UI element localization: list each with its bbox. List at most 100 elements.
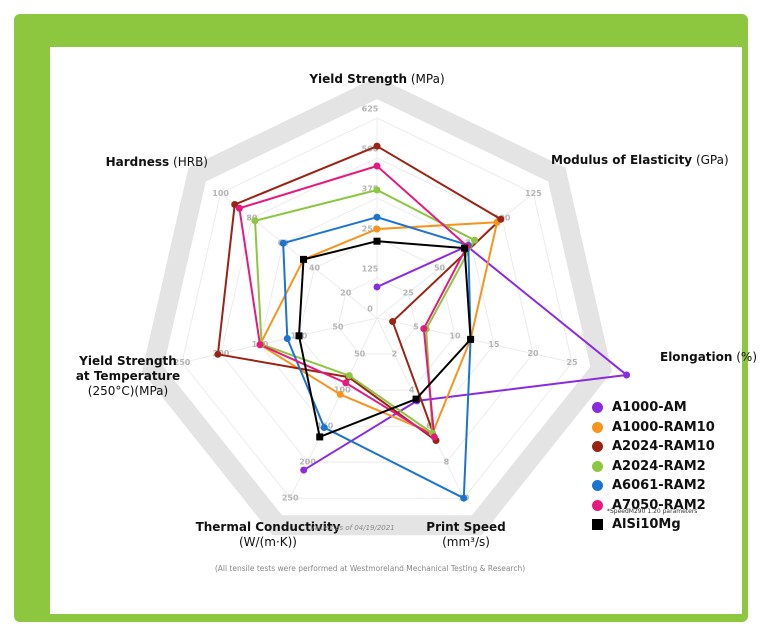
- note: Values as of 04/19/2021: [310, 524, 395, 532]
- axis-unit: (mm³/s): [442, 535, 490, 549]
- axis-name: Hardness: [105, 155, 170, 169]
- legend-swatch: [592, 460, 603, 472]
- axis-name: Print Speed: [426, 520, 506, 534]
- data-point: [623, 371, 631, 379]
- data-point: [430, 433, 438, 441]
- tick-label: 50: [332, 322, 344, 331]
- data-point: [373, 225, 381, 233]
- tick-label: 50: [434, 264, 446, 273]
- tick-label: 4: [409, 386, 415, 395]
- data-point: [345, 372, 353, 380]
- data-point: [461, 244, 469, 252]
- spoke: [376, 192, 534, 319]
- data-point: [373, 237, 381, 245]
- tick-label: 2: [392, 350, 398, 359]
- axis-unit: (GPa): [695, 153, 729, 167]
- tick-label: 80: [246, 214, 258, 223]
- tick-label: 50: [354, 350, 366, 359]
- tick-label: 625: [362, 105, 379, 114]
- data-point: [251, 217, 259, 225]
- legend-swatch: [592, 421, 603, 433]
- tick-label: 25: [566, 358, 578, 367]
- data-point: [300, 255, 308, 263]
- data-point: [316, 433, 324, 441]
- grid-ring: [337, 277, 417, 355]
- data-point: [300, 466, 308, 474]
- data-point: [231, 201, 239, 209]
- axis-name: Yield Strength: [309, 72, 408, 86]
- data-point: [373, 283, 381, 291]
- legend-swatch: [592, 480, 603, 492]
- data-point: [342, 379, 350, 387]
- tick-label: 6: [426, 422, 432, 431]
- legend-item: A1000-RAM10: [592, 418, 715, 438]
- axis-label: Elongation (%): [660, 350, 757, 365]
- legend-item: AlSi10Mg: [592, 515, 715, 535]
- spoke: [220, 192, 378, 319]
- data-point: [279, 239, 287, 247]
- tick-label: 25: [403, 289, 415, 298]
- axis-unit: (W/(m·K)): [238, 535, 297, 549]
- series-line: [298, 240, 472, 438]
- tick-label: 250: [282, 494, 299, 503]
- legend-label: A2024-RAM10: [612, 439, 715, 455]
- legend-label: AlSi10Mg: [612, 517, 681, 533]
- series-line: [282, 216, 472, 500]
- data-point: [214, 350, 222, 358]
- axis-label: Thermal Conductivity (W/(m·K)): [196, 520, 341, 550]
- data-point: [373, 213, 381, 221]
- tick-label: 0: [367, 305, 373, 314]
- tick-label: 100: [212, 189, 229, 198]
- axis-label: Yield Strength (MPa): [309, 72, 444, 87]
- axis-unit: (250°C)(MPa): [87, 384, 169, 398]
- legend-label: A1000-AM: [612, 400, 687, 416]
- tick-label: 20: [340, 289, 352, 298]
- tick-label: 10: [449, 331, 461, 340]
- data-point: [389, 318, 397, 326]
- data-point: [412, 395, 420, 403]
- grid-ring: [298, 237, 456, 391]
- axis-label: Hardness (HRB): [106, 155, 208, 170]
- data-point: [295, 332, 303, 340]
- axis-unit: (%): [736, 350, 758, 364]
- legend-label: A2024-RAM2: [612, 458, 706, 474]
- tick-label: 200: [299, 458, 316, 467]
- data-point: [336, 390, 344, 398]
- axis-label: Yield Strength at Temperature (250°C)(MPa…: [73, 354, 183, 399]
- tick-label: 250: [362, 225, 379, 234]
- footnote: *SpeedM290 1.20 parameters: [607, 508, 698, 515]
- spoke: [376, 317, 573, 363]
- legend-swatch: [592, 441, 603, 453]
- data-point: [256, 341, 264, 349]
- axis-label: Modulus of Elasticity (GPa): [551, 153, 729, 168]
- data-point: [471, 236, 479, 244]
- series-line: [238, 165, 469, 438]
- legend-swatch: [592, 402, 603, 414]
- legend-item: A2024-RAM2: [592, 457, 715, 477]
- spoke: [376, 317, 465, 499]
- data-point: [373, 186, 381, 194]
- data-point: [497, 215, 505, 223]
- series-line: [259, 221, 499, 435]
- data-point: [460, 494, 468, 502]
- tick-label: 20: [527, 349, 539, 358]
- grid-ring: [220, 157, 534, 463]
- tick-label: 8: [444, 458, 450, 467]
- legend-label: A6061-RAM2: [612, 478, 706, 494]
- legend-item: A7050-RAM2: [592, 496, 715, 516]
- tick-label: 250: [174, 358, 191, 367]
- axis-name: Elongation: [660, 350, 733, 364]
- data-point: [373, 162, 381, 170]
- tick-label: 375: [362, 185, 379, 194]
- outer-band: [141, 76, 613, 536]
- tick-label: 15: [488, 340, 500, 349]
- tick-label: 125: [525, 189, 542, 198]
- legend-swatch: [592, 519, 603, 531]
- data-point: [283, 334, 291, 342]
- axis-name: Thermal Conductivity: [195, 520, 341, 534]
- data-point: [235, 204, 243, 212]
- legend-label: A7050-RAM2: [612, 497, 706, 513]
- axis-name: Yield Strength at Temperature: [75, 354, 181, 383]
